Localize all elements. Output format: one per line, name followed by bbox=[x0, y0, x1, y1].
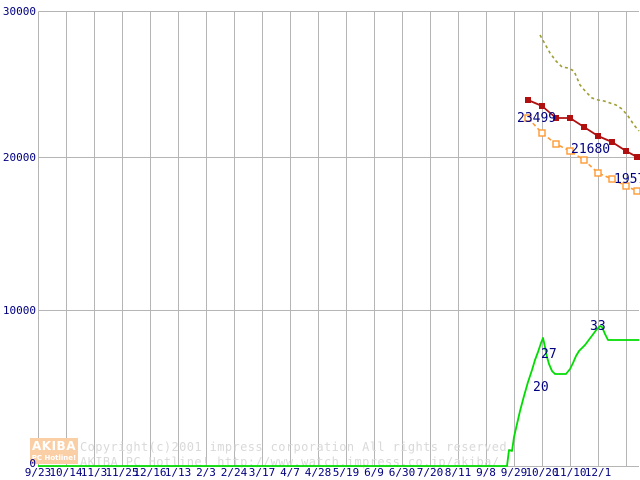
xtick-label-9: 4/7 bbox=[280, 466, 300, 479]
xtick-label-11: 5/19 bbox=[332, 466, 360, 479]
xtick-label-5: 1/13 bbox=[164, 466, 192, 479]
xtick-label-17: 9/29 bbox=[500, 466, 528, 479]
xtick-label-1: 10/14 bbox=[49, 466, 83, 479]
ytick-label-0: 0 bbox=[29, 457, 36, 470]
xtick-label-18: 10/20 bbox=[525, 466, 559, 479]
xtick-label-15: 8/11 bbox=[444, 466, 472, 479]
xtick-label-10: 4/28 bbox=[304, 466, 332, 479]
annotation-min-price-end: 19570 bbox=[614, 172, 640, 187]
xtick-label-3: 11/25 bbox=[105, 466, 139, 479]
xtick-label-7: 2/24 bbox=[220, 466, 248, 479]
annotation-min-price-start: 23499 bbox=[517, 111, 557, 126]
xtick-label-12: 6/9 bbox=[364, 466, 384, 479]
xtick-label-6: 2/3 bbox=[196, 466, 216, 479]
xtick-label-20: 12/1 bbox=[584, 466, 612, 479]
xtick-label-0: 9/23 bbox=[24, 466, 52, 479]
ytick-label-30000: 30000 bbox=[2, 5, 36, 18]
xtick-label-2: 11/3 bbox=[80, 466, 108, 479]
akiba-logo-bottom-text: PC Hotline! bbox=[31, 454, 77, 462]
xtick-label-16: 9/8 bbox=[476, 466, 496, 479]
akiba-logo-top-text: AKIBA bbox=[32, 439, 76, 453]
annotation-shop-count-27: 27 bbox=[541, 347, 557, 362]
akiba-logo: AKIBA PC Hotline! bbox=[30, 438, 78, 464]
annotation-shop-count-20: 20 bbox=[533, 380, 549, 395]
xtick-label-8: 3/17 bbox=[248, 466, 276, 479]
ytick-label-20000: 20000 bbox=[2, 151, 36, 164]
xtick-label-4: 12/16 bbox=[133, 466, 167, 479]
annotation-min-price-mid: 21680 bbox=[571, 142, 611, 157]
copyright-line-1: Copyright(c)2001 impress corporation All… bbox=[80, 440, 515, 454]
ytick-label-10000: 10000 bbox=[2, 304, 36, 317]
xtick-label-13: 6/30 bbox=[388, 466, 416, 479]
xtick-label-19: 11/10 bbox=[553, 466, 587, 479]
annotation-shop-count-33: 33 bbox=[590, 319, 606, 334]
xtick-label-14: 7/20 bbox=[416, 466, 444, 479]
